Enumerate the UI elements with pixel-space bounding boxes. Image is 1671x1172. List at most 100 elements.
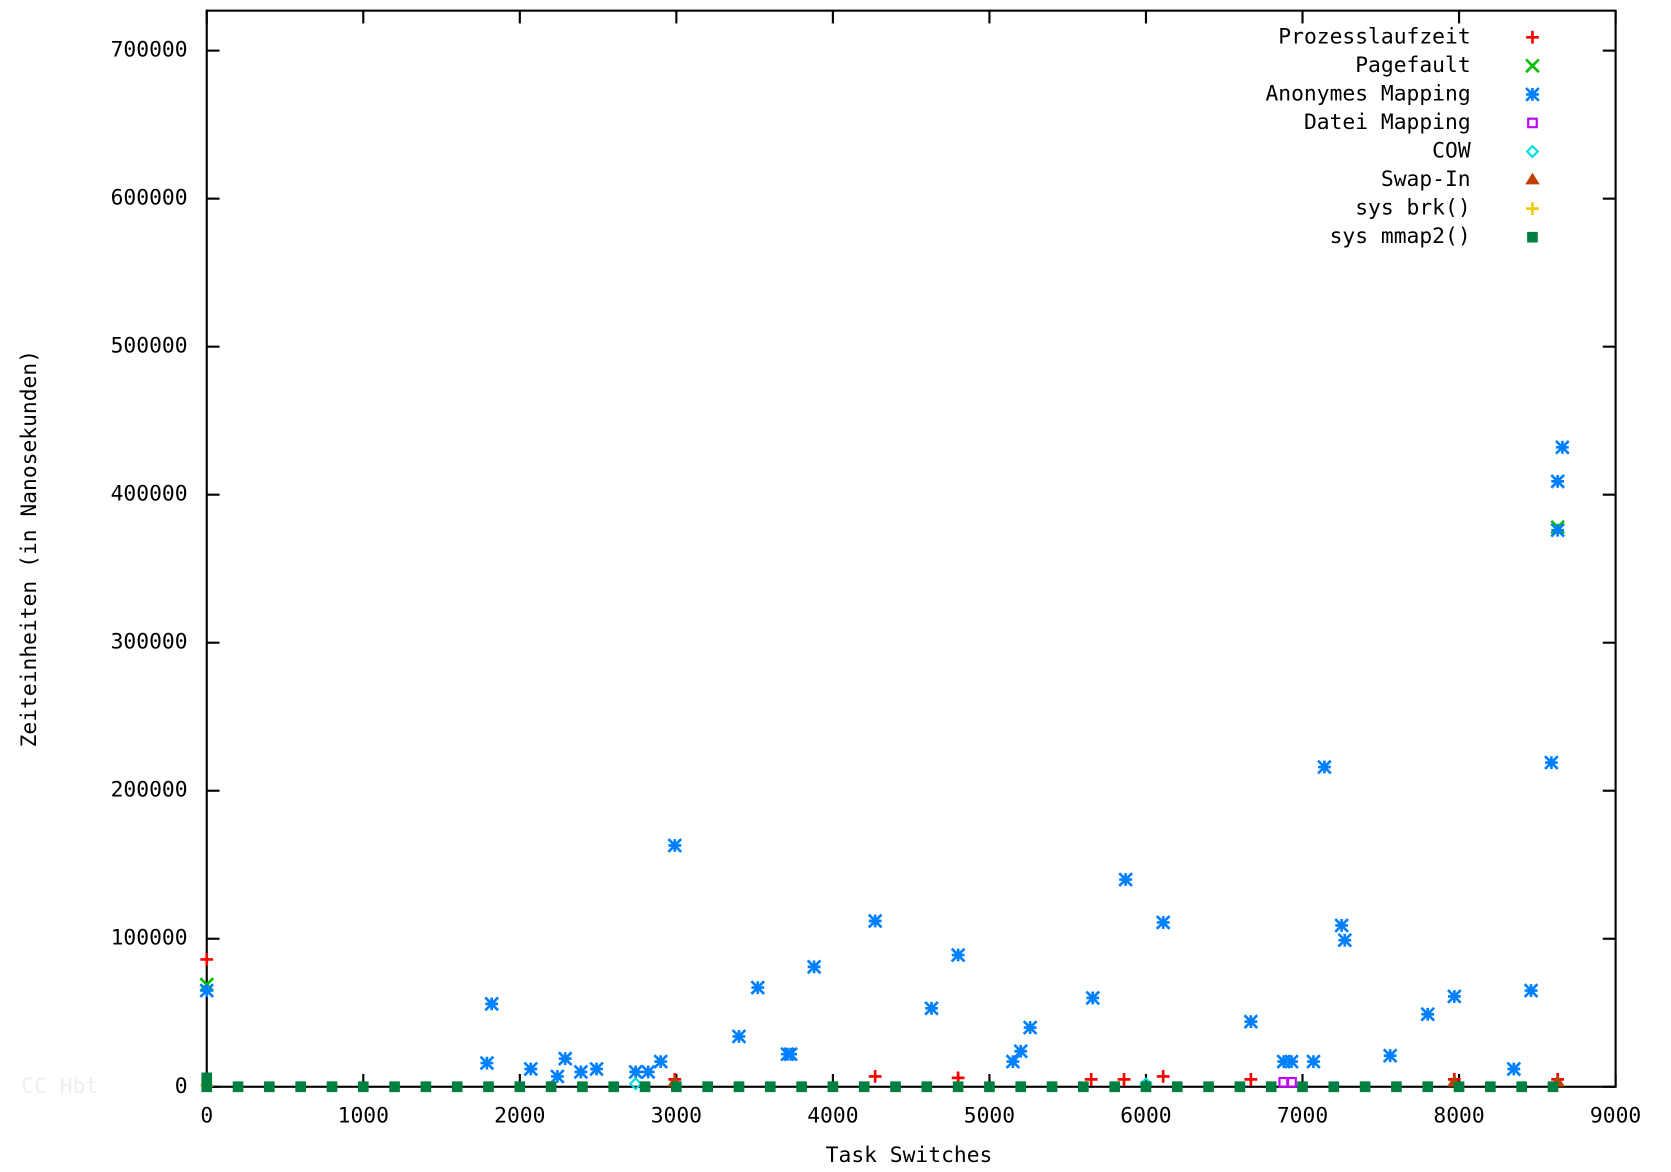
point <box>667 838 683 853</box>
x-tick-label: 1000 <box>338 1104 389 1129</box>
point <box>1337 932 1353 948</box>
point <box>1485 1081 1496 1093</box>
point <box>702 1081 713 1093</box>
point <box>1203 1081 1214 1093</box>
point <box>984 1081 995 1093</box>
point <box>1022 1020 1038 1035</box>
point <box>1243 1014 1259 1029</box>
point <box>1516 1081 1527 1093</box>
y-tick-label: 0 <box>175 1074 188 1099</box>
point <box>201 1081 213 1093</box>
point <box>264 1081 275 1093</box>
point <box>1156 1070 1170 1083</box>
point <box>1447 989 1462 1004</box>
point <box>483 1081 494 1093</box>
point <box>628 1064 643 1080</box>
point <box>1155 915 1171 930</box>
legend-marker <box>1525 144 1540 159</box>
point <box>1317 759 1332 775</box>
point <box>867 913 883 929</box>
legend-label: Pagefault <box>1355 53 1470 78</box>
point <box>573 1064 589 1080</box>
point <box>640 1064 656 1080</box>
y-axis-label: Zeiteinheiten (in Nanosekunden) <box>17 350 42 747</box>
point <box>890 1081 901 1093</box>
y-tick-label: 100000 <box>111 926 188 951</box>
point <box>628 1076 643 1091</box>
point <box>1015 1081 1027 1093</box>
point <box>1265 1081 1277 1093</box>
x-tick-label: 7000 <box>1277 1104 1328 1129</box>
point <box>653 1054 669 1069</box>
legend-label: Swap-In <box>1381 167 1471 192</box>
point <box>952 1081 964 1093</box>
point <box>1109 1081 1120 1093</box>
point <box>608 1081 620 1093</box>
point <box>1276 1054 1292 1069</box>
point <box>1244 1072 1258 1086</box>
y-tick-label: 400000 <box>111 482 188 507</box>
point <box>733 1081 745 1093</box>
point <box>1140 1081 1152 1093</box>
point <box>868 1070 882 1083</box>
point <box>806 959 822 975</box>
x-tick-label: 6000 <box>1120 1104 1171 1129</box>
point <box>577 1081 588 1093</box>
point <box>545 1081 557 1093</box>
legend-marker <box>1525 87 1540 102</box>
y-tick-label: 200000 <box>111 778 188 803</box>
point <box>796 1081 807 1093</box>
point <box>357 1081 369 1093</box>
legend-label: COW <box>1432 139 1471 164</box>
watermark: CC Hbt <box>21 1074 98 1099</box>
point <box>671 1081 682 1093</box>
legend-label: sys mmap2() <box>1330 224 1471 249</box>
point <box>783 1046 798 1062</box>
point <box>764 1081 776 1093</box>
point <box>1550 474 1566 489</box>
point <box>1085 990 1101 1006</box>
point <box>950 947 966 963</box>
y-tick-label: 700000 <box>111 38 188 63</box>
point <box>1420 1006 1436 1022</box>
point <box>1334 918 1349 933</box>
point <box>827 1081 839 1093</box>
point <box>750 980 766 995</box>
x-axis-label: Task Switches <box>826 1143 993 1168</box>
x-tick-label: 4000 <box>807 1104 858 1129</box>
point <box>1547 1081 1559 1093</box>
point <box>1506 1061 1522 1077</box>
point <box>557 1051 573 1066</box>
point <box>1422 1081 1434 1093</box>
point <box>639 1081 651 1093</box>
x-tick-label: 2000 <box>494 1104 545 1129</box>
legend-label: Datei Mapping <box>1304 110 1471 135</box>
point <box>1284 1054 1299 1069</box>
point <box>1544 755 1559 770</box>
point <box>550 1069 565 1084</box>
x-tick-label: 5000 <box>964 1104 1015 1129</box>
point <box>295 1081 306 1093</box>
point <box>1550 522 1566 538</box>
legend-marker <box>1525 58 1540 74</box>
point <box>589 1061 604 1077</box>
point <box>523 1061 539 1077</box>
point <box>1078 1081 1089 1093</box>
y-tick-label: 600000 <box>111 186 188 211</box>
point <box>200 953 214 966</box>
point <box>1005 1054 1021 1069</box>
y-tick-label: 300000 <box>111 630 188 655</box>
point <box>1117 1072 1131 1086</box>
point <box>514 1081 526 1093</box>
point <box>451 1081 463 1093</box>
point <box>1013 1043 1029 1059</box>
x-tick-label: 9000 <box>1590 1104 1641 1129</box>
point <box>420 1081 432 1093</box>
point <box>858 1081 870 1093</box>
point <box>1523 983 1539 998</box>
legend-marker <box>1526 202 1539 216</box>
legend-marker <box>1526 30 1539 44</box>
point <box>731 1029 747 1044</box>
legend-label: Anonymes Mapping <box>1265 81 1470 106</box>
